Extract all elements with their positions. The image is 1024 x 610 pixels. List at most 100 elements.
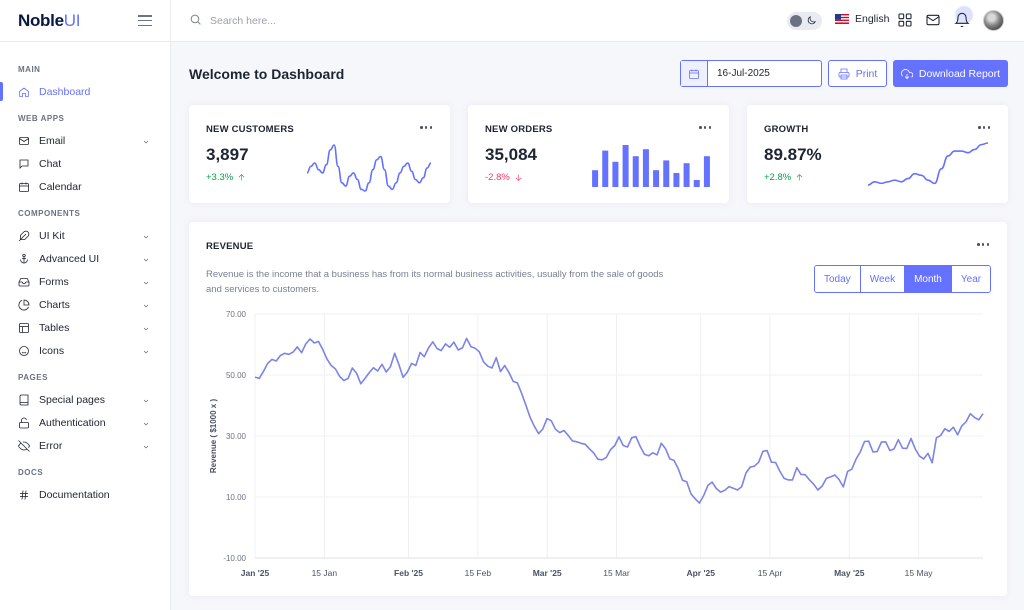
range-week-button[interactable]: Week	[860, 266, 906, 292]
sidebar-item-label: Charts	[39, 298, 70, 311]
sidebar-item-authentication[interactable]: Authentication	[0, 411, 170, 434]
apps-grid-icon[interactable]	[897, 12, 913, 28]
sidebar-item-dashboard[interactable]: Dashboard	[0, 80, 170, 103]
more-options-icon[interactable]	[420, 126, 432, 130]
chevron-down-icon	[142, 255, 150, 263]
order-bar	[653, 170, 660, 187]
sidebar-item-label: Forms	[39, 275, 69, 288]
language-label: English	[855, 13, 890, 25]
sidebar-item-label: Error	[39, 439, 63, 452]
revenue-series-line	[254, 337, 984, 504]
sidebar-item-ui-kit[interactable]: UI Kit	[0, 224, 170, 247]
chevron-down-icon	[142, 396, 150, 404]
brand-logo[interactable]: NobleUI	[18, 10, 81, 30]
growth-sparkline	[867, 142, 989, 186]
sparkline-series	[867, 142, 989, 186]
chevron-down-icon	[142, 137, 150, 145]
x-tick-label: 15 May	[905, 568, 934, 578]
mail-icon[interactable]	[925, 12, 941, 28]
sidebar-item-special-pages[interactable]: Special pages	[0, 388, 170, 411]
x-tick-label: 15 Apr	[758, 568, 783, 578]
stat-value: 35,084	[485, 145, 537, 164]
revenue-card: REVENUE Revenue is the income that a bus…	[189, 222, 1007, 596]
sidebar-item-label: Authentication	[39, 416, 106, 429]
range-year-button[interactable]: Year	[951, 266, 991, 292]
sidebar-item-label: Dashboard	[39, 85, 91, 98]
topbar: English	[171, 0, 1024, 42]
chevron-down-icon	[142, 442, 150, 450]
feather-icon	[18, 230, 30, 242]
stat-change: +2.8%	[764, 172, 804, 183]
more-options-icon[interactable]	[977, 243, 989, 247]
mail-icon	[18, 135, 30, 147]
sidebar-item-documentation[interactable]: Documentation	[0, 483, 170, 506]
unlock-icon	[18, 417, 30, 429]
moon-icon	[806, 15, 817, 26]
sidebar-item-label: Calendar	[39, 180, 82, 193]
nav-section-title: PAGES	[18, 373, 48, 382]
sidebar-item-chat[interactable]: Chat	[0, 152, 170, 175]
y-tick-label: 70.00	[226, 310, 247, 319]
y-tick-label: 50.00	[226, 371, 247, 380]
smile-icon	[18, 345, 30, 357]
sidebar-item-forms[interactable]: Forms	[0, 270, 170, 293]
theme-toggle[interactable]	[787, 12, 822, 30]
x-tick-label: 15 Mar	[603, 568, 630, 578]
sidebar-item-label: UI Kit	[39, 229, 65, 242]
sidebar-item-calendar[interactable]: Calendar	[0, 175, 170, 198]
date-picker[interactable]	[680, 60, 822, 87]
download-report-button[interactable]: Download Report	[893, 60, 1008, 87]
order-bar	[683, 163, 690, 187]
sidebar-item-label: Email	[39, 134, 66, 147]
download-cloud-icon	[901, 68, 913, 79]
inbox-icon	[18, 276, 30, 288]
order-bar	[632, 156, 639, 187]
user-avatar[interactable]	[983, 10, 1004, 31]
more-options-icon[interactable]	[699, 126, 711, 130]
sidebar-item-charts[interactable]: Charts	[0, 293, 170, 316]
anchor-icon	[18, 253, 30, 265]
bell-icon[interactable]	[954, 12, 970, 28]
order-bar	[612, 161, 619, 187]
order-bar	[622, 145, 629, 187]
sidebar-item-label: Documentation	[39, 488, 110, 501]
x-tick-label: 15 Jan	[312, 568, 338, 578]
chat-icon	[18, 158, 30, 170]
download-label: Download Report	[918, 67, 1001, 80]
sidebar-item-label: Chat	[39, 157, 62, 170]
more-options-icon[interactable]	[978, 126, 990, 130]
order-bar	[673, 173, 680, 187]
range-today-button[interactable]: Today	[815, 266, 861, 292]
hash-icon	[18, 489, 30, 501]
order-bar	[642, 149, 649, 187]
calendar-icon[interactable]	[681, 61, 708, 86]
sidebar-item-email[interactable]: Email	[0, 129, 170, 152]
order-bar	[703, 156, 710, 187]
x-tick-label: 15 Feb	[465, 568, 492, 578]
print-button[interactable]: Print	[828, 60, 887, 87]
book-icon	[18, 394, 30, 406]
sidebar-item-icons[interactable]: Icons	[0, 339, 170, 362]
range-month-button[interactable]: Month	[905, 266, 952, 292]
nav-section-title: DOCS	[18, 468, 44, 477]
x-tick-label: Jan '25	[241, 568, 270, 578]
arrow-down-icon	[515, 174, 522, 181]
date-input[interactable]	[708, 61, 818, 86]
arrow-up-icon	[238, 174, 245, 181]
sidebar-item-tables[interactable]: Tables	[0, 316, 170, 339]
x-tick-label: Mar '25	[533, 568, 562, 578]
sidebar-item-advanced-ui[interactable]: Advanced UI	[0, 247, 170, 270]
revenue-line-chart: -10.00 10.00 30.00 50.00 70.00 Jan '25 15 Jan F…	[209, 310, 984, 578]
arrow-up-icon	[796, 174, 803, 181]
print-label: Print	[855, 67, 878, 80]
sidebar-item-error[interactable]: Error	[0, 434, 170, 457]
revenue-title: REVENUE	[206, 241, 254, 252]
new-orders-card: NEW ORDERS 35,084 -2.8%	[468, 105, 729, 203]
nav-section-title: WEB APPS	[18, 114, 65, 123]
stat-value: 3,897	[206, 145, 249, 164]
search-input[interactable]	[210, 15, 360, 27]
language-selector[interactable]: English	[835, 13, 889, 25]
stat-change: -2.8%	[485, 172, 523, 183]
sidebar-toggle-button[interactable]	[138, 15, 152, 26]
printer-icon	[838, 68, 850, 79]
